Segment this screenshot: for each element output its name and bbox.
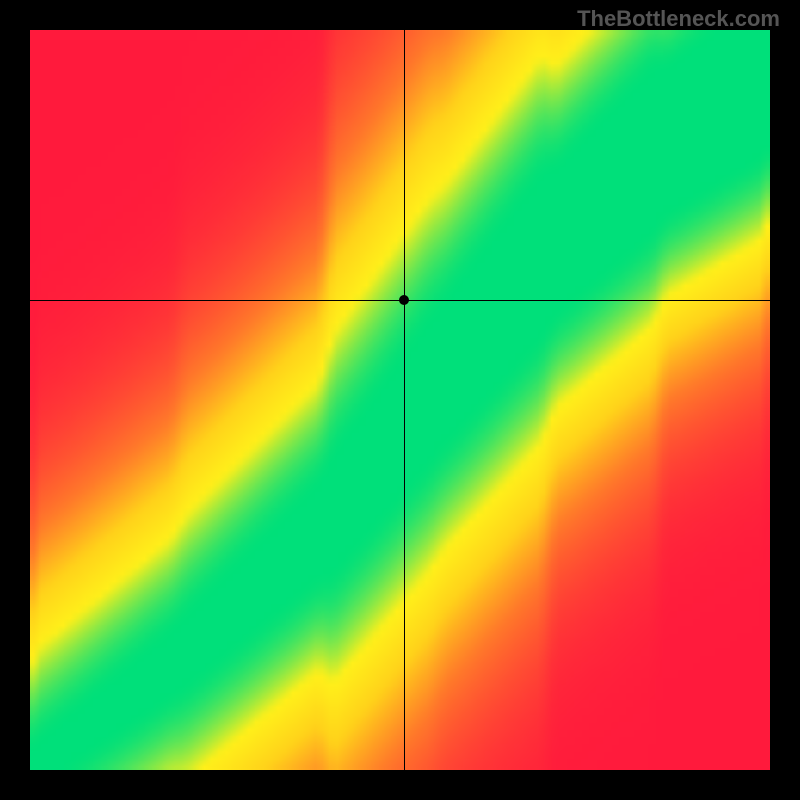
heatmap-canvas — [30, 30, 770, 770]
heatmap-plot — [30, 30, 770, 770]
crosshair-vertical — [404, 30, 405, 770]
crosshair-marker — [399, 295, 409, 305]
watermark-text: TheBottleneck.com — [577, 6, 780, 32]
